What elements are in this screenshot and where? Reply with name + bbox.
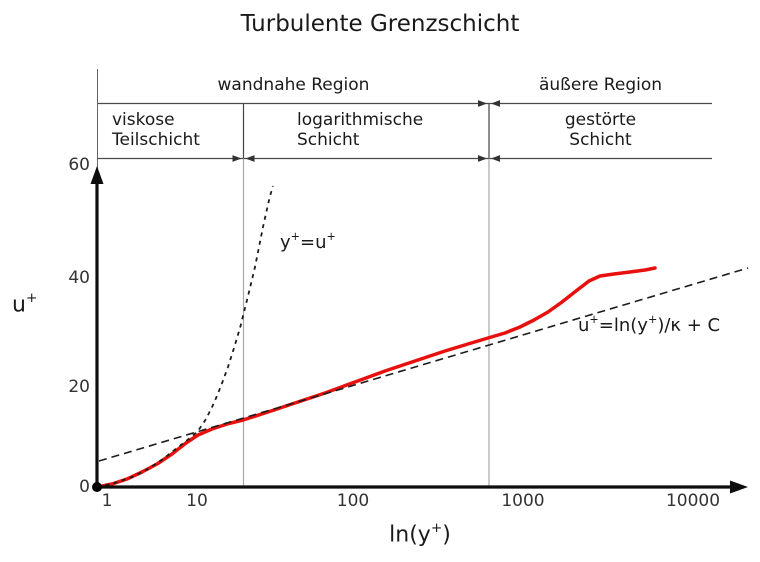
y-tick-label: 20 [68, 377, 90, 397]
chart-title: Turbulente Grenzschicht [240, 11, 520, 37]
layer-label-viscous-line1: viskose [112, 110, 175, 130]
y-tick-label: 60 [68, 155, 90, 175]
layer-label-viscous: viskose Teilschicht [112, 110, 200, 150]
equation-log-law: u+=ln(y+)/κ + C [578, 312, 721, 336]
dimension-arrow-icon [491, 100, 500, 107]
log-law-dashed-line [98, 267, 749, 462]
dimension-arrow-icon [491, 155, 500, 162]
dimension-arrow-icon [478, 155, 487, 162]
layer-label-logarithmic-line2: Schicht [297, 130, 360, 150]
region-label-aeussere: äußere Region [538, 75, 663, 95]
equation-viscous-sublayer: y+=u+ [280, 229, 336, 253]
x-tick-label: 100 [336, 491, 370, 511]
x-tick-label: 1000 [501, 491, 545, 511]
layer-label-disturbed-line1: gestörte [564, 110, 637, 130]
x-tick-label: 10000 [665, 491, 721, 511]
layer-label-viscous-line2: Teilschicht [112, 130, 200, 150]
dimension-arrow-icon [245, 155, 255, 162]
origin-dot [92, 482, 102, 492]
region-label-wandnahe: wandnahe Region [217, 75, 370, 95]
layer-label-logarithmic: logarithmische Schicht [297, 110, 423, 150]
viscous-sublayer-dashed-curve [96, 185, 274, 488]
x-axis-arrow-icon [730, 480, 748, 494]
layer-label-disturbed-line2: Schicht [569, 130, 632, 150]
x-tick-label: 1 [101, 491, 113, 511]
y-axis-arrow-icon [90, 166, 104, 184]
velocity-profile-curve [95, 266, 657, 489]
dimension-arrow-icon [232, 155, 242, 162]
y-axis-label: u+ [12, 289, 38, 318]
y-tick-label: 40 [68, 268, 90, 288]
x-tick-label: 10 [186, 491, 208, 511]
layer-label-logarithmic-line1: logarithmische [297, 110, 424, 130]
dimension-arrow-icon [478, 100, 487, 107]
x-axis-label: ln(y+) [389, 519, 451, 548]
layer-label-disturbed: gestörte Schicht [489, 110, 712, 150]
y-tick-label: 0 [79, 477, 90, 497]
